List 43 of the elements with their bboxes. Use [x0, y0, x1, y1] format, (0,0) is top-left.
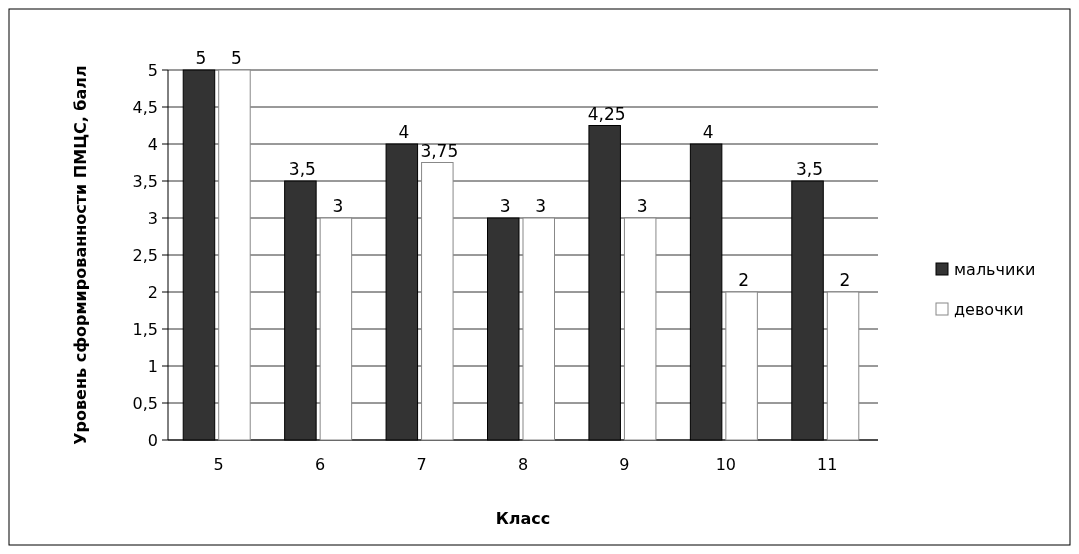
y-tick-label: 2,5: [132, 245, 158, 265]
bar: [826, 291, 860, 441]
y-tick-label: 5: [147, 60, 158, 80]
legend-label: девочки: [954, 299, 1024, 319]
y-tick-label: 3,5: [132, 171, 158, 191]
data-label: 4: [398, 122, 410, 142]
y-axis-title: Уровень сформированности ПМЦС, балл: [71, 65, 90, 445]
y-tick-label: 2: [147, 282, 158, 302]
data-label: 3: [499, 196, 511, 216]
y-tick-label: 0,5: [132, 393, 158, 413]
data-label: 2: [839, 270, 851, 290]
x-axis-title: Класс: [495, 509, 551, 528]
x-tick-label: 10: [715, 455, 737, 474]
y-tick-label: 1,5: [132, 319, 158, 339]
x-tick-label: 9: [619, 455, 630, 474]
data-label: 5: [231, 48, 242, 68]
data-label: 3,75: [420, 140, 459, 161]
y-tick-label: 0: [147, 430, 158, 450]
y-tick-label: 3: [147, 208, 158, 228]
x-tick-label: 5: [213, 455, 224, 474]
data-label: 3: [636, 196, 648, 216]
y-tick-label: 4: [147, 134, 158, 154]
bar: [218, 69, 251, 441]
data-label: 3,5: [796, 159, 824, 179]
x-tick-label: 11: [817, 455, 838, 474]
bar: [522, 217, 555, 441]
x-tick-label: 7: [416, 455, 427, 474]
y-tick-label: 1: [147, 356, 158, 376]
data-label: 5: [195, 48, 207, 68]
bar: [623, 217, 657, 441]
x-tick-label: 8: [517, 455, 529, 474]
data-label: 3: [332, 196, 344, 216]
y-tick-label: 4,5: [132, 97, 158, 117]
data-label: 4: [702, 122, 714, 142]
bar: [725, 291, 758, 441]
bar: [319, 217, 353, 441]
data-label: 2: [738, 270, 750, 290]
data-label: 4,25: [587, 103, 626, 124]
bar: [421, 162, 454, 441]
x-tick-label: 6: [315, 455, 326, 474]
data-label: 3,5: [288, 159, 316, 179]
data-label: 3: [535, 196, 547, 216]
legend-label: мальчики: [954, 259, 1036, 279]
